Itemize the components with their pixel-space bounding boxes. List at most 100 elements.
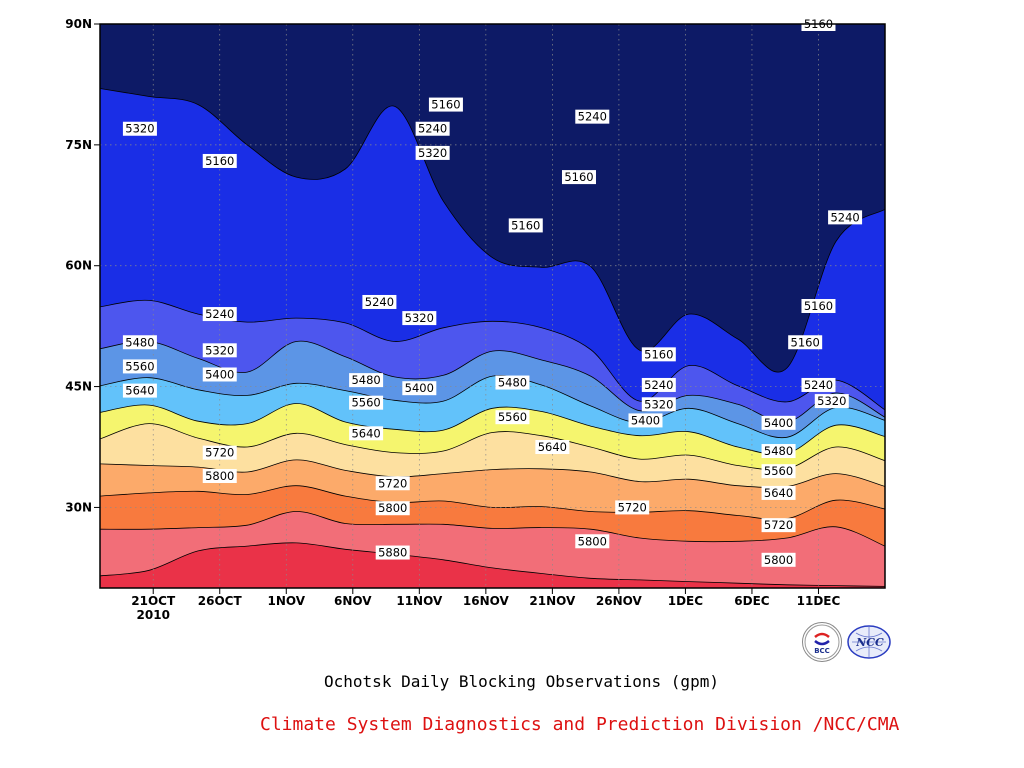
plot-frame (99, 23, 886, 589)
contour-label-box (641, 397, 676, 412)
contour-label: 5240 (575, 109, 610, 124)
contour-label-box (761, 552, 796, 567)
contour-label-text: 5640 (125, 384, 154, 398)
contour-line-5720 (100, 485, 885, 520)
contour-label-box (375, 501, 410, 516)
contour-label-text: 5400 (205, 367, 234, 381)
contour-label: 5400 (761, 415, 796, 430)
contour-label-text: 5640 (351, 426, 380, 440)
contour-label-box (761, 518, 796, 533)
contour-label-box (628, 413, 663, 428)
contour-label-text: 5240 (205, 307, 234, 321)
contour-label-text: 5480 (764, 444, 793, 458)
contour-label-text: 5560 (498, 410, 527, 424)
contour-label-box (575, 534, 610, 549)
x-tick-label: 6NOV (334, 594, 372, 608)
x-tick-label: 6DEC (734, 594, 770, 608)
contour-label-box (828, 210, 863, 225)
contour-label-text: 5800 (578, 534, 607, 548)
contour-label: 5320 (202, 343, 237, 358)
contour-label-text: 5320 (418, 146, 447, 160)
contour-label-box (122, 383, 157, 398)
contour-label: 5400 (628, 413, 663, 428)
contour-label-text: 5160 (791, 335, 820, 349)
contour-label-box (641, 377, 676, 392)
contour-label-box (402, 381, 437, 396)
y-tick-label: 75N (65, 138, 92, 152)
contour-label: 5880 (375, 545, 410, 560)
chart-title: Ochotsk Daily Blocking Observations (gpm… (324, 672, 719, 691)
contour-label-box (535, 440, 570, 454)
contour-label-box (801, 377, 836, 392)
contour-label-box (761, 444, 796, 459)
contour-label: 5240 (415, 121, 450, 136)
contour-label-text: 5480 (498, 376, 527, 390)
contour-label-text: 5320 (205, 343, 234, 357)
y-tick-label: 60N (65, 259, 92, 273)
contour-line-5480 (100, 403, 885, 455)
contour-label-box (122, 359, 157, 374)
x-tick-label: 11DEC (797, 594, 841, 608)
contour-label-box (801, 299, 836, 313)
contour-label: 5240 (362, 294, 397, 309)
contour-label: 5160 (428, 97, 463, 112)
contour-label-text: 5640 (538, 440, 567, 454)
contour-label: 5480 (761, 444, 796, 459)
contour-label: 5560 (122, 359, 157, 374)
contour-label: 5800 (375, 501, 410, 516)
contour-label: 5640 (349, 426, 384, 441)
contour-line-5160 (100, 88, 885, 373)
svg-text:BCC: BCC (814, 647, 830, 655)
contour-label: 5160 (508, 218, 543, 233)
contour-label: 5560 (761, 464, 796, 479)
y-tick-label: 45N (65, 380, 92, 394)
contour-label: 5240 (828, 210, 863, 225)
contour-label-text: 5320 (817, 394, 846, 408)
contour-label-box (202, 343, 237, 358)
contour-label-box (788, 335, 823, 350)
contour-label: 5800 (575, 534, 610, 549)
contour-label-text: 5800 (205, 469, 234, 483)
x-year-label: 2010 (137, 608, 170, 622)
contour-label-text: 5160 (511, 218, 540, 232)
contour-label-text: 5800 (378, 501, 407, 515)
bcc-logo: BCC (802, 622, 842, 662)
contour-line-5880 (100, 542, 885, 587)
contour-label: 5320 (122, 121, 157, 136)
contour-label: 5400 (202, 367, 237, 382)
contour-label-text: 5480 (351, 373, 380, 387)
y-tick-label: 30N (65, 500, 92, 514)
contour-label-text: 5560 (351, 396, 380, 410)
contour-line-5800 (100, 511, 885, 547)
contour-label-text: 5400 (405, 381, 434, 395)
contour-label-box (428, 97, 463, 112)
contour-label-text: 5240 (804, 378, 833, 392)
contour-label-text: 5240 (418, 122, 447, 136)
x-tick-label: 11NOV (396, 594, 443, 608)
contour-label: 5800 (202, 469, 237, 484)
contour-label: 5320 (402, 311, 437, 326)
contour-label: 5640 (122, 383, 157, 398)
contour-label-text: 5240 (644, 378, 673, 392)
contour-label-box (202, 307, 237, 322)
contour-label-box (495, 410, 530, 425)
contour-label-box (349, 426, 384, 441)
contour-label-text: 5160 (205, 154, 234, 168)
contour-label-box (814, 394, 849, 409)
contour-label: 5720 (202, 445, 237, 460)
contour-label: 5640 (761, 485, 796, 500)
contour-label-text: 5480 (125, 335, 154, 349)
x-tick-label: 26NOV (596, 594, 643, 608)
contour-label-text: 5240 (830, 210, 859, 224)
contour-label-box (761, 415, 796, 430)
contour-label: 5160 (801, 299, 836, 313)
x-tick-label: 1NOV (267, 594, 305, 608)
contour-label-box (561, 170, 596, 185)
contour-label-text: 5400 (631, 413, 660, 427)
contour-label-text: 5400 (764, 416, 793, 430)
y-tick-label: 90N (65, 17, 92, 31)
contour-label: 5320 (415, 145, 450, 160)
contour-label: 5480 (122, 335, 157, 350)
svg-text:NCC: NCC (855, 636, 884, 649)
